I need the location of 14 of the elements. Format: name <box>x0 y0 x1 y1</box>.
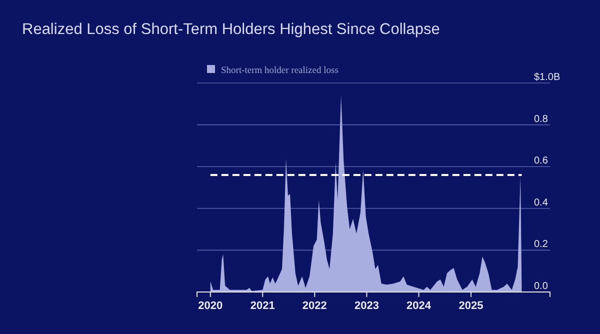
x-tick-label: 2021 <box>250 300 275 312</box>
x-tick-label: 2022 <box>302 300 327 312</box>
y-tick-label: 0.2 <box>534 239 548 250</box>
y-tick-label: 0.4 <box>534 197 548 208</box>
x-tick-label: 2024 <box>406 300 432 312</box>
y-tick-label: 0.8 <box>534 114 548 125</box>
x-tick-label: 2025 <box>458 300 484 312</box>
y-tick-label: 0.6 <box>534 156 548 167</box>
y-tick-label: 0.0 <box>534 281 548 292</box>
y-tick-label: $1.0B <box>534 72 560 83</box>
x-tick-label: 2020 <box>198 300 223 312</box>
chart-title: Realized Loss of Short-Term Holders Highest Since Collapse <box>22 21 440 38</box>
legend-label: Short-term holder realized loss <box>221 66 339 76</box>
x-tick-label: 2023 <box>354 300 379 312</box>
